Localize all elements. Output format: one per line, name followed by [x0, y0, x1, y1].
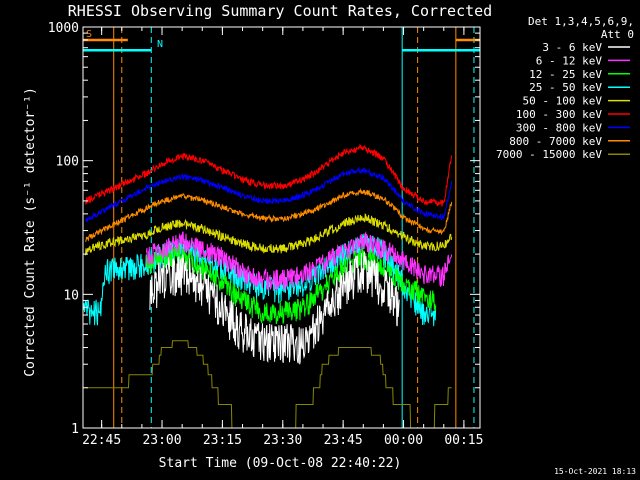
- x-tick-label-6: 00:15: [444, 433, 483, 448]
- plot-area: SN: [83, 27, 480, 429]
- flag-N-label: N: [157, 39, 163, 50]
- detector-note-line-1: Det 1,3,4,5,6,9,: [528, 15, 634, 28]
- x-axis: 22:45 23:00 23:15 23:30 23:45 00:00 00:15: [82, 27, 483, 448]
- footer-date: 15-Oct-2021 18:13: [554, 467, 636, 476]
- y-tick-label-0: 1: [71, 422, 79, 437]
- series-2-line: [145, 244, 437, 325]
- legend-label-1: 6 - 12 keV: [536, 54, 603, 67]
- chart-title: RHESSI Observing Summary Count Rates, Co…: [68, 2, 492, 20]
- y-axis: 1 10 100 1000: [48, 21, 480, 437]
- legend-label-7: 800 - 7000 keV: [509, 135, 602, 148]
- y-tick-label-3: 1000: [48, 21, 79, 36]
- legend-label-4: 50 - 100 keV: [523, 95, 603, 108]
- x-tick-label-3: 23:30: [263, 433, 302, 448]
- legend-label-8: 7000 - 15000 keV: [496, 148, 602, 161]
- series-0: [149, 251, 400, 365]
- series-8: [85, 340, 452, 429]
- series-1-line: [145, 230, 453, 291]
- legend-label-5: 100 - 300 keV: [516, 108, 602, 121]
- series-6: [85, 166, 453, 222]
- detector-note-line-2: Att 0: [601, 28, 634, 41]
- y-axis-label: Corrected Count Rate (s⁻¹ detector⁻¹): [23, 87, 38, 377]
- series-5-line: [85, 143, 453, 207]
- y-tick-label-2: 100: [56, 155, 79, 170]
- series-4: [85, 213, 453, 256]
- x-tick-label-4: 23:45: [324, 433, 363, 448]
- y-tick-label-1: 10: [63, 288, 79, 303]
- x-tick-label-1: 23:00: [142, 433, 181, 448]
- x-axis-label: Start Time (09-Oct-08 22:40:22): [159, 456, 402, 471]
- x-tick-label-2: 23:15: [203, 433, 242, 448]
- legend-label-3: 25 - 50 keV: [529, 81, 602, 94]
- plot-frame: [82, 26, 481, 429]
- series-6-line: [85, 166, 453, 222]
- series-7: [85, 187, 453, 243]
- legend-label-2: 12 - 25 keV: [529, 68, 602, 81]
- flag-S-label: S: [86, 29, 92, 40]
- x-tick-label-0: 22:45: [82, 433, 121, 448]
- legend-label-0: 3 - 6 keV: [542, 41, 602, 54]
- x-tick-label-5: 00:00: [384, 433, 423, 448]
- series-0-line: [149, 251, 400, 365]
- series-1: [145, 230, 453, 291]
- series-4-line: [85, 213, 453, 256]
- series-2: [145, 244, 437, 325]
- series-7-line: [85, 187, 453, 243]
- series-5: [85, 143, 453, 207]
- series-8-line: [85, 340, 452, 429]
- legend-label-6: 300 - 800 keV: [516, 121, 602, 134]
